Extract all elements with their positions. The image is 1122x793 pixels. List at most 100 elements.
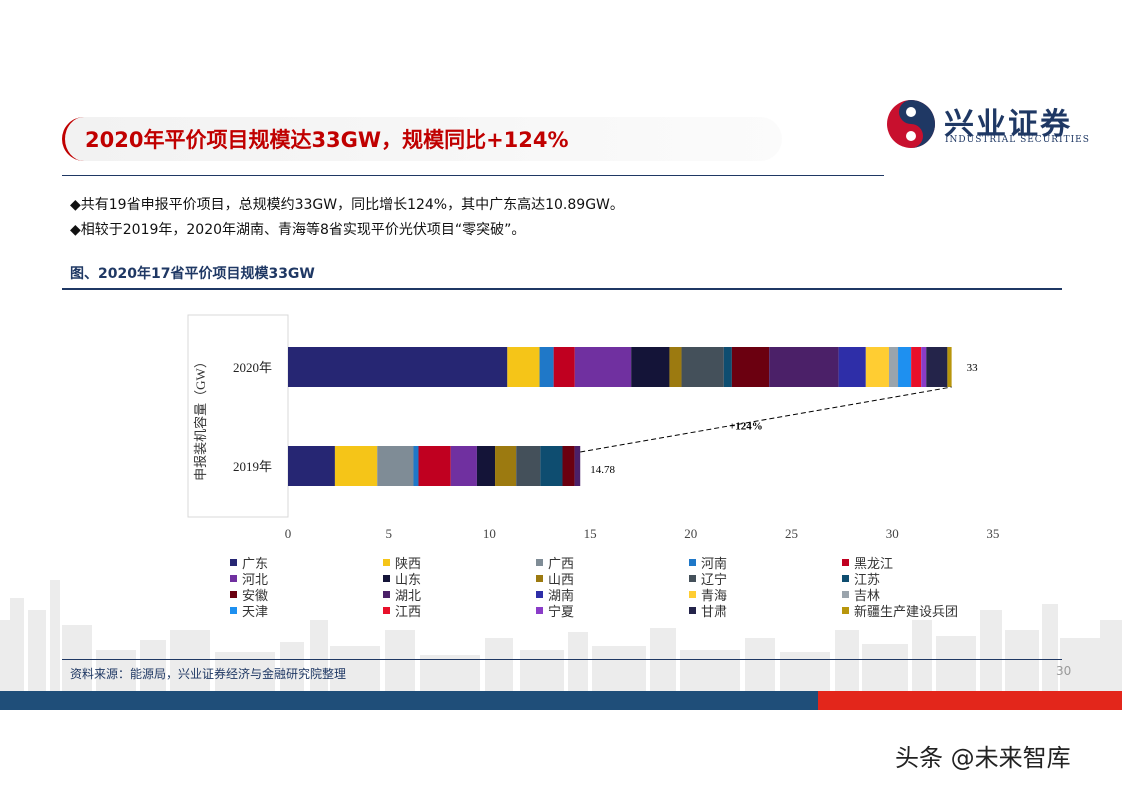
- x-tick-label: 35: [986, 526, 999, 541]
- watermark: 头条 @未来智库: [895, 744, 1071, 772]
- bar-segment-2020年-吉林: [888, 347, 899, 387]
- bar-segment-2019年-湖北: [574, 446, 581, 486]
- bar-segment-2020年-安徽: [731, 347, 770, 387]
- bullet-point-1: ◆共有19省申报平价项目，总规模约33GW，同比增长124%，其中广东高达10.…: [70, 197, 624, 213]
- legend-label: 广西: [548, 556, 574, 571]
- page-number: 30: [1056, 664, 1072, 678]
- legend-label: 广东: [242, 556, 268, 571]
- legend-label: 安徽: [242, 588, 268, 603]
- x-tick-label: 30: [886, 526, 899, 541]
- stacked-bar-chart: 申报装机容量（GW） 2020年 2019年 +124% 33 14.78 0 5…: [187, 314, 1000, 619]
- bar-segment-2019年-辽宁: [516, 446, 541, 486]
- category-label-2020: 2020年: [233, 360, 272, 375]
- footer-band-red: [818, 691, 1122, 710]
- legend-label: 河南: [701, 556, 727, 571]
- legend-swatch: [689, 559, 696, 566]
- x-tick-label: 25: [785, 526, 798, 541]
- skyline-background: [0, 580, 1122, 692]
- total-label-2019: 14.78: [590, 464, 615, 476]
- legend-swatch: [230, 575, 237, 582]
- bar-segment-2020年-甘肃: [926, 347, 948, 387]
- bar-segment-2020年-江苏: [723, 347, 732, 387]
- legend-swatch: [689, 591, 696, 598]
- figure-divider: [62, 288, 1062, 290]
- bar-segment-2019年-黑龙江: [418, 446, 451, 486]
- legend-swatch: [383, 607, 390, 614]
- bar-segment-2020年-辽宁: [681, 347, 724, 387]
- x-tick-label: 20: [684, 526, 697, 541]
- legend-swatch: [842, 559, 849, 566]
- legend-swatch: [842, 607, 849, 614]
- legend-label: 甘肃: [701, 604, 727, 619]
- bar-segment-2020年-新疆生产建设兵团: [947, 347, 952, 387]
- legend-label: 山西: [548, 572, 574, 587]
- legend-swatch: [383, 575, 390, 582]
- legend-label: 河北: [242, 572, 268, 587]
- legend-swatch: [536, 607, 543, 614]
- bar-segment-2019年-江苏: [540, 446, 563, 486]
- bar-segment-2020年-宁夏: [921, 347, 927, 387]
- bar-segment-2019年-河南: [413, 446, 419, 486]
- bullet-point-2: ◆相较于2019年，2020年湖南、青海等8省实现平价光伏项目“零突破”。: [70, 222, 526, 238]
- bar-segment-2020年-陕西: [507, 347, 540, 387]
- legend-swatch: [230, 591, 237, 598]
- bar-segment-2020年-湖南: [838, 347, 866, 387]
- bar-segment-2019年-广东: [288, 446, 335, 486]
- legend-label: 吉林: [854, 588, 880, 603]
- bar-segment-2019年-广西: [377, 446, 414, 486]
- y-axis-label: 申报装机容量（GW）: [193, 355, 208, 481]
- source-note: 资料来源：能源局，兴业证券经济与金融研究院整理: [70, 667, 347, 681]
- total-label-2020: 33: [967, 362, 979, 374]
- legend-label: 辽宁: [701, 572, 727, 587]
- legend-swatch: [689, 607, 696, 614]
- legend-label: 湖北: [395, 588, 421, 603]
- logo-name: 兴业证券: [944, 107, 1072, 142]
- x-tick-label: 10: [483, 526, 496, 541]
- bar-segment-2020年-青海: [865, 347, 889, 387]
- legend-label: 江苏: [854, 572, 880, 587]
- bar-segment-2020年-黑龙江: [553, 347, 575, 387]
- bar-segment-2020年-山东: [631, 347, 670, 387]
- legend-swatch: [383, 559, 390, 566]
- bar-segment-2020年-河南: [539, 347, 554, 387]
- title-divider: [62, 175, 884, 176]
- company-logo-icon: [887, 100, 935, 148]
- legend-label: 陕西: [395, 556, 421, 571]
- bar-segments: [288, 347, 952, 486]
- bar-segment-2020年-山西: [669, 347, 682, 387]
- x-axis-ticks: 0 5 10 15 20 25 30 35: [285, 526, 1000, 541]
- title-accent: [62, 117, 95, 161]
- title-banner: [62, 117, 782, 161]
- legend-swatch: [536, 559, 543, 566]
- page-title: 2020年平价项目规模达33GW，规模同比+124%: [85, 128, 569, 152]
- legend-swatch: [536, 591, 543, 598]
- footer-band-blue: [0, 691, 818, 710]
- category-label-2019: 2019年: [233, 459, 272, 474]
- x-tick-label: 0: [285, 526, 292, 541]
- legend-swatch: [842, 591, 849, 598]
- x-tick-label: 5: [385, 526, 392, 541]
- legend-swatch: [842, 575, 849, 582]
- bar-segment-2020年-天津: [898, 347, 912, 387]
- legend-label: 青海: [701, 588, 727, 603]
- legend-label: 新疆生产建设兵团: [854, 604, 958, 619]
- legend-label: 江西: [395, 604, 421, 619]
- legend-swatch: [383, 591, 390, 598]
- growth-annotation: +124%: [729, 421, 763, 433]
- bar-segment-2020年-广东: [288, 347, 508, 387]
- footer-divider: [62, 659, 1062, 660]
- legend-swatch: [689, 575, 696, 582]
- bar-segment-2019年-陕西: [334, 446, 378, 486]
- logo-subtitle: INDUSTRIAL SECURITIES: [945, 135, 1090, 145]
- figure-title: 图、2020年17省平价项目规模33GW: [70, 266, 315, 282]
- x-tick-label: 15: [584, 526, 597, 541]
- y-axis-frame: [187, 314, 289, 518]
- bar-segment-2019年-安徽: [562, 446, 575, 486]
- bar-segment-2020年-湖北: [769, 347, 839, 387]
- growth-connector-line: [580, 386, 952, 453]
- legend-swatch: [536, 575, 543, 582]
- bar-segment-2019年-河北: [450, 446, 477, 486]
- legend-label: 宁夏: [548, 604, 574, 619]
- bar-segment-2020年-河北: [574, 347, 632, 387]
